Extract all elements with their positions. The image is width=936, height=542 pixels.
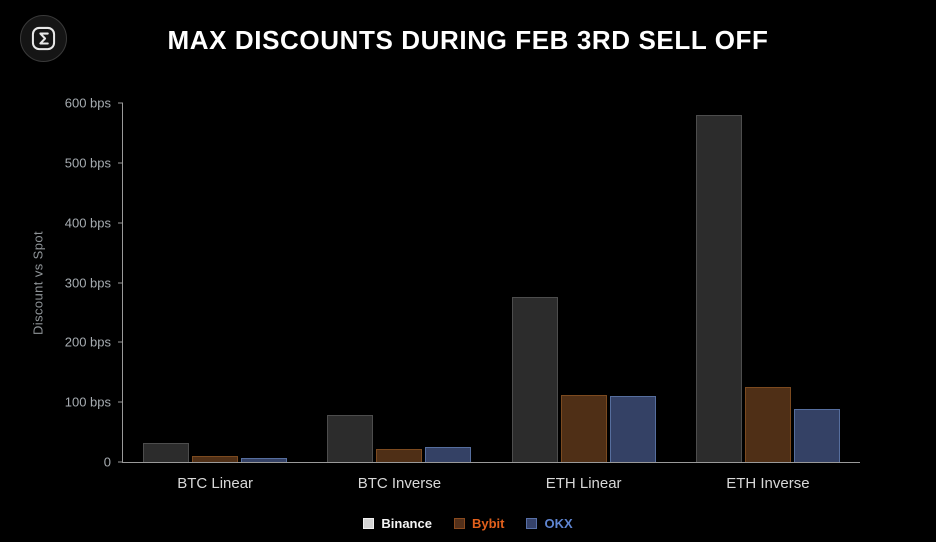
y-axis-tick-mark [118, 162, 123, 164]
bar-bybit-btc-inverse [376, 448, 423, 462]
y-axis-tick-mark [118, 102, 123, 104]
chart-title: MAX DISCOUNTS DURING FEB 3RD SELL OFF [167, 25, 769, 55]
legend-label-okx: OKX [544, 516, 573, 531]
y-axis-tick-label: 100 bps [64, 394, 111, 410]
bar-group [492, 103, 676, 462]
bar-group [307, 103, 491, 462]
bar-group [676, 103, 860, 462]
y-axis-tick-label: 500 bps [64, 155, 111, 171]
bar-okx-eth-linear [609, 396, 656, 462]
y-axis-tick-label: 600 bps [64, 95, 111, 111]
y-axis-tick-mark [118, 222, 123, 224]
legend-swatch-binance [363, 518, 375, 529]
legend-swatch-okx [526, 518, 538, 529]
bar-binance-btc-linear [143, 442, 190, 462]
legend-label-bybit: Bybit [471, 516, 505, 531]
y-axis-tick-mark [118, 341, 123, 343]
x-axis-category-label: ETH Inverse [726, 475, 810, 492]
bar-okx-eth-inverse [793, 409, 840, 462]
y-axis-tick-label: 0 [103, 454, 111, 470]
sigma-glyph [31, 26, 56, 51]
bar-bybit-btc-linear [192, 456, 239, 462]
bar-okx-btc-inverse [425, 447, 472, 462]
bar-binance-eth-inverse [695, 114, 742, 462]
x-axis-category-label: BTC Inverse [357, 475, 442, 492]
legend: Binance Bybit OKX [0, 516, 936, 531]
y-axis-tick-mark [118, 461, 123, 463]
legend-swatch-bybit [453, 518, 465, 529]
legend-label-binance: Binance [381, 516, 432, 531]
y-axis-tick-label: 300 bps [64, 275, 111, 290]
bar-bybit-eth-inverse [744, 387, 791, 462]
legend-item-okx: OKX [526, 516, 573, 531]
bar-binance-eth-linear [511, 297, 558, 462]
y-axis-title: Discount vs Spot [30, 231, 46, 335]
bar-group [123, 103, 307, 462]
x-axis-category-label: ETH Linear [545, 475, 622, 492]
plot-area: 0 100 bps 200 bps 300 bps 400 bps 500 bps 600 … [65, 96, 860, 492]
y-axis-tick-label: 200 bps [64, 334, 111, 350]
bar-bybit-eth-linear [560, 395, 607, 462]
bar-okx-btc-linear [241, 458, 288, 462]
y-axis-tick-mark [118, 282, 123, 283]
bar-binance-btc-inverse [327, 415, 374, 462]
y-axis-tick-mark [118, 401, 123, 403]
x-axis-category-label: BTC Linear [177, 475, 254, 492]
y-axis-tick-label: 400 bps [64, 215, 111, 231]
legend-item-binance: Binance [363, 516, 432, 531]
legend-item-bybit: Bybit [453, 516, 505, 531]
sigma-logo-icon [20, 15, 67, 62]
